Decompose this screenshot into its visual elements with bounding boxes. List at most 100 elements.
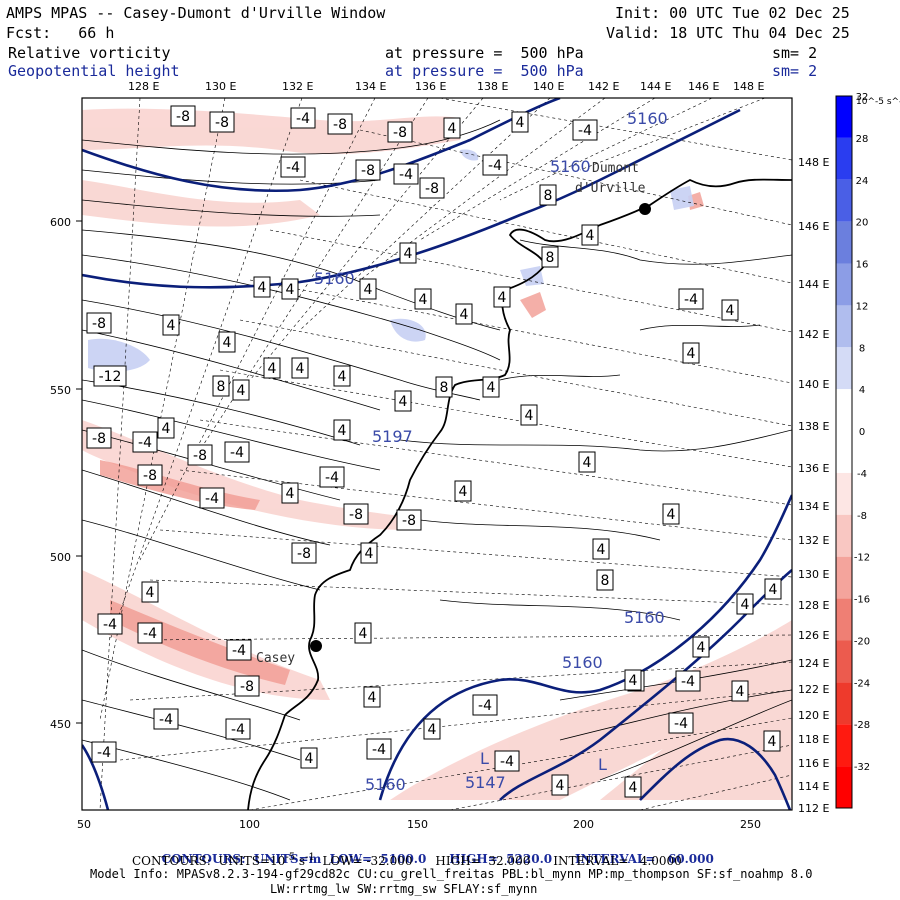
- field1-name: Relative vorticity: [8, 44, 171, 62]
- vorticity-label: -8: [209, 111, 235, 133]
- vorticity-label-text: -8: [393, 125, 407, 141]
- footer-vort-units: CONTOURS: UNITS=10: [132, 854, 286, 868]
- lon-label: 134 E: [355, 80, 386, 93]
- vorticity-label: -4: [472, 694, 498, 716]
- lon-label-right: 136 E: [798, 462, 829, 475]
- vorticity-label-text: 4: [726, 303, 735, 319]
- vorticity-labels: -8 -8 -4 -8 -8 4 4 -4 -4 -8 -4 -8 -4 8 4 4 8 4 4 4 4 4 4 -8 4 4 -1…: [86, 105, 782, 798]
- colorbar-swatch: [836, 347, 852, 390]
- vorticity-label: 4: [291, 357, 309, 379]
- height-label: 5160: [562, 653, 603, 672]
- vorticity-label-text: 4: [741, 597, 750, 613]
- vorticity-label: 4: [624, 776, 642, 798]
- lon-label: 148 E: [733, 80, 764, 93]
- vorticity-label-text: -8: [297, 546, 311, 562]
- vorticity-label-text: -4: [578, 123, 592, 139]
- colorbar-swatch: [836, 431, 852, 473]
- vorticity-label-text: -4: [232, 643, 246, 659]
- vorticity-label-text: -4: [681, 674, 695, 690]
- vorticity-label: 4: [692, 636, 710, 658]
- colorbar-swatch: [836, 305, 852, 348]
- vorticity-label-text: 4: [258, 280, 267, 296]
- vorticity-label-text: -4: [372, 742, 386, 758]
- footer-vorticity-contours: CONTOURS: UNITS=10-5 s-1 LOW= -32.000 HI…: [132, 852, 682, 868]
- footer-height-units: CONTOURS: UNITS=m LOW= 5100.0: [161, 852, 427, 866]
- place-label-durville: d'Urville: [575, 181, 646, 196]
- colorbar-tick-label: 16: [856, 260, 869, 271]
- colorbar-swatch: [836, 472, 852, 515]
- vorticity-label-text: 8: [601, 573, 610, 589]
- vorticity-label: -4: [678, 288, 704, 310]
- lon-label: 138 E: [477, 80, 508, 93]
- vorticity-label-text: -8: [402, 513, 416, 529]
- vorticity-label: -8: [343, 503, 369, 525]
- vorticity-label-text: 4: [459, 484, 468, 500]
- colorbar-tick-label: -8: [857, 511, 867, 522]
- lon-label: 132 E: [282, 80, 313, 93]
- vorticity-label: 4: [731, 680, 749, 702]
- height-label: 5160: [365, 775, 406, 794]
- vorticity-label-text: -4: [500, 754, 514, 770]
- vorticity-label: -4: [153, 708, 179, 730]
- footer-vort-interval: INTERVAL= 4.0000: [553, 854, 682, 868]
- vorticity-label-text: 4: [268, 361, 277, 377]
- colorbar-tick-label: 32: [856, 92, 869, 103]
- vorticity-label: 4: [281, 482, 299, 504]
- vorticity-label: -4: [225, 718, 251, 740]
- vorticity-label: -8: [355, 159, 381, 181]
- vorticity-label: -4: [366, 738, 392, 760]
- vorticity-label: -4: [319, 466, 345, 488]
- x-tick-label: 100: [239, 818, 260, 831]
- vorticity-label-text: 4: [167, 318, 176, 334]
- plot-frame: [81, 97, 793, 811]
- lon-label-right: 148 E: [798, 156, 829, 169]
- vorticity-label: 4: [455, 303, 473, 325]
- lon-label-right: 144 E: [798, 278, 829, 291]
- coastline: [247, 178, 792, 810]
- lon-label: 136 E: [415, 80, 446, 93]
- vorticity-label-text: 4: [365, 546, 374, 562]
- map-title: AMPS MPAS -- Casey-Dumont d'Urville Wind…: [6, 4, 386, 22]
- colorbar-tick-label: -4: [857, 469, 867, 480]
- vorticity-label-text: -8: [425, 181, 439, 197]
- vorticity-label-text: 8: [217, 379, 226, 395]
- vorticity-label-text: -4: [478, 698, 492, 714]
- vorticity-label-text: 4: [338, 369, 347, 385]
- vorticity-label: 4: [423, 718, 441, 740]
- vorticity-label: -4: [572, 119, 598, 141]
- vorticity-label: -8: [187, 444, 213, 466]
- colorbar-swatch: [836, 389, 852, 432]
- vorticity-label-text: 4: [338, 423, 347, 439]
- vorticity-label-text: 4: [768, 734, 777, 750]
- vorticity-label-text: -12: [99, 369, 122, 385]
- field1-level: at pressure = 500 hPa: [385, 44, 584, 62]
- vorticity-label: -4: [494, 750, 520, 772]
- lon-label: 146 E: [688, 80, 719, 93]
- vorticity-label-text: 4: [448, 121, 457, 137]
- valid-time: Valid: 18 UTC Thu 04 Dec 25: [606, 24, 850, 42]
- vorticity-label: 4: [354, 622, 372, 644]
- height-label: 5197: [372, 427, 413, 446]
- field2-level: at pressure = 500 hPa: [385, 62, 584, 80]
- y-tick-label: 500: [50, 551, 71, 564]
- vorticity-label-text: 4: [629, 673, 638, 689]
- lon-label-right: 114 E: [798, 780, 829, 793]
- init-time: Init: 00 UTC Tue 02 Dec 25: [615, 4, 850, 22]
- lon-label: 140 E: [533, 80, 564, 93]
- colorbar-units: 10^-5 s^-1: [856, 97, 900, 107]
- vorticity-label-text: 4: [736, 684, 745, 700]
- vorticity-label-text: 4: [428, 722, 437, 738]
- place-label-dumont: Dumont: [592, 161, 639, 176]
- vorticity-label-text: -4: [399, 167, 413, 183]
- lon-label-right: 118 E: [798, 733, 829, 746]
- y-tick-label: 450: [50, 718, 71, 731]
- lon-label-right: 140 E: [798, 378, 829, 391]
- colorbar-swatch: [836, 724, 852, 767]
- vorticity-label-text: -4: [296, 111, 310, 127]
- vorticity-label: -4: [675, 670, 701, 692]
- vorticity-label: 4: [578, 451, 596, 473]
- lon-label-right: 126 E: [798, 629, 829, 642]
- model-physics: LW:rrtmg_lw SW:rrtmg_sw SFLAY:sf_mynn: [270, 882, 538, 896]
- vorticity-label: 4: [443, 117, 461, 139]
- vorticity-label-text: -8: [92, 431, 106, 447]
